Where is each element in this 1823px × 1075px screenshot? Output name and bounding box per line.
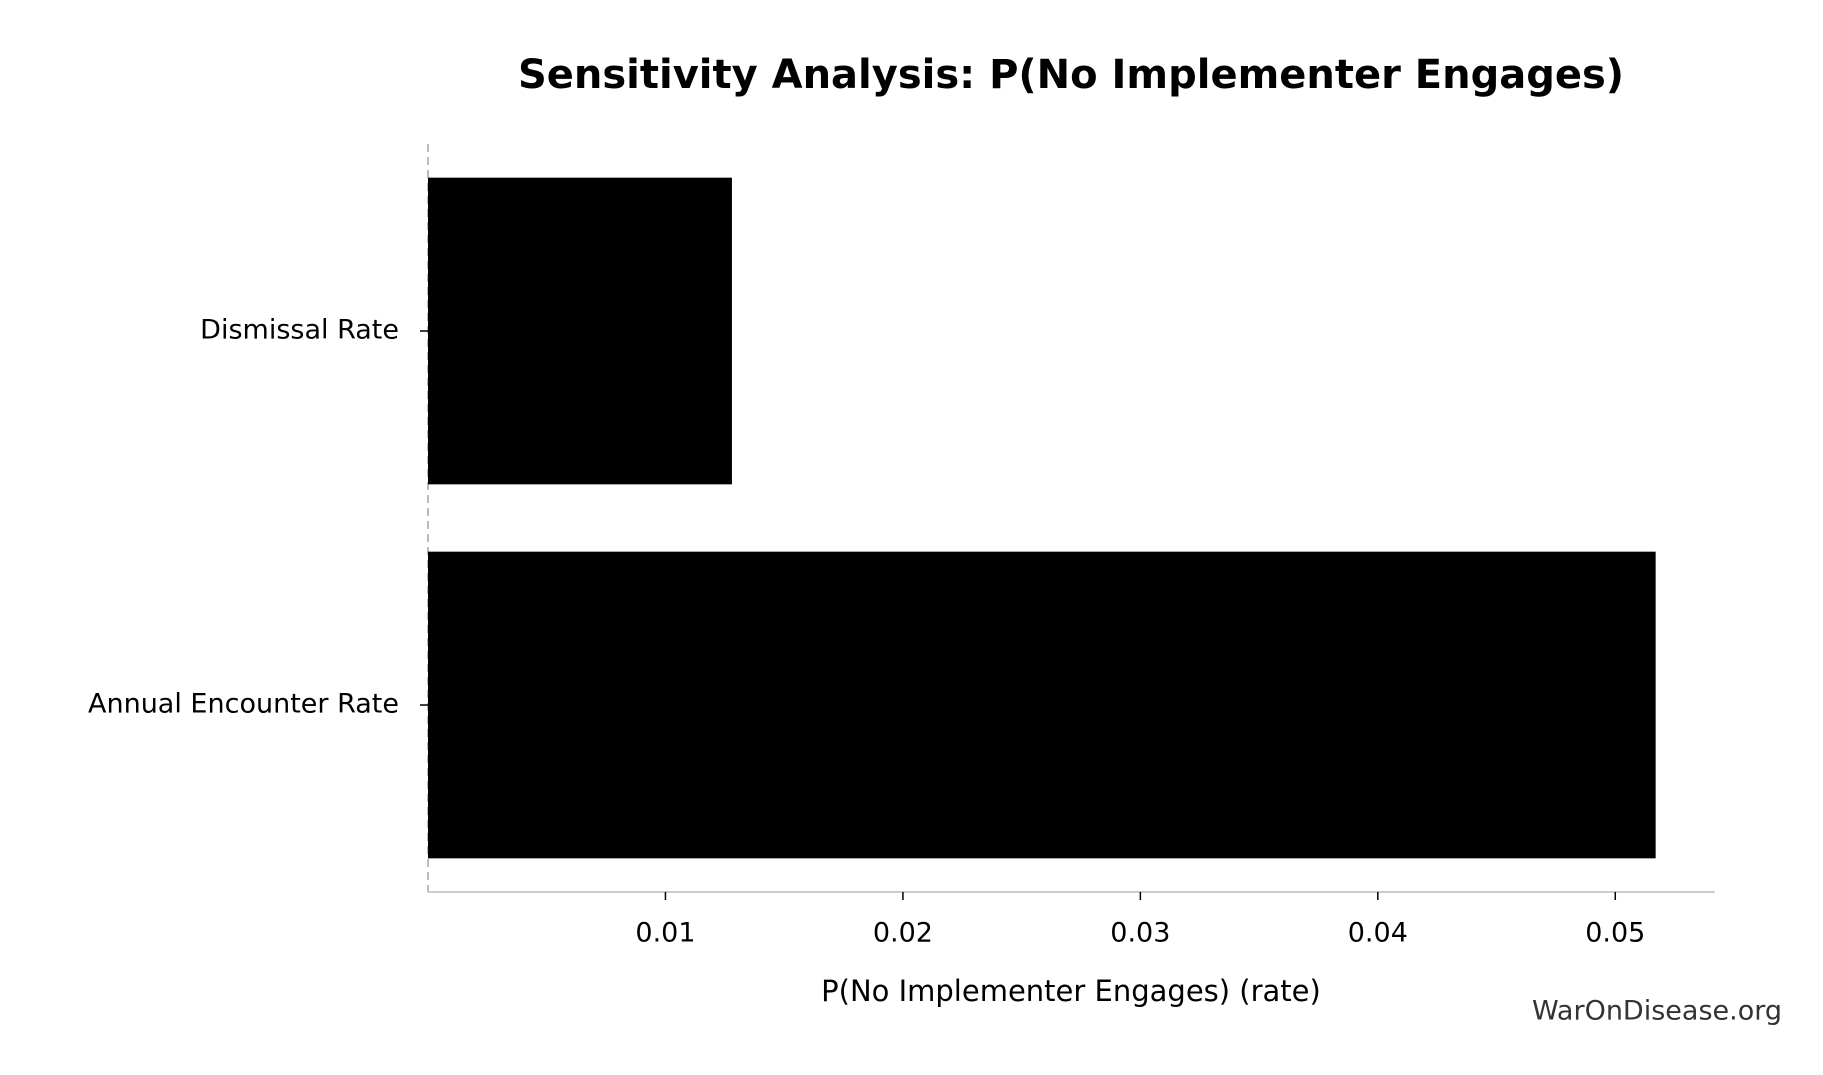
x-tick-label: 0.05 (1585, 918, 1645, 949)
bar (428, 551, 1656, 859)
x-tick-label: 0.01 (635, 918, 695, 949)
watermark: WarOnDisease.org (1532, 996, 1782, 1027)
x-tick-label: 0.02 (873, 918, 933, 949)
x-axis-label: P(No Implementer Engages) (rate) (821, 974, 1321, 1008)
bar (428, 177, 732, 485)
y-tick-label: Annual Encounter Rate (88, 689, 399, 720)
x-tick-label: 0.03 (1110, 918, 1170, 949)
x-tick-label: 0.04 (1348, 918, 1408, 949)
chart-title: Sensitivity Analysis: P(No Implementer E… (518, 52, 1624, 98)
y-tick-label: Dismissal Rate (200, 315, 399, 346)
